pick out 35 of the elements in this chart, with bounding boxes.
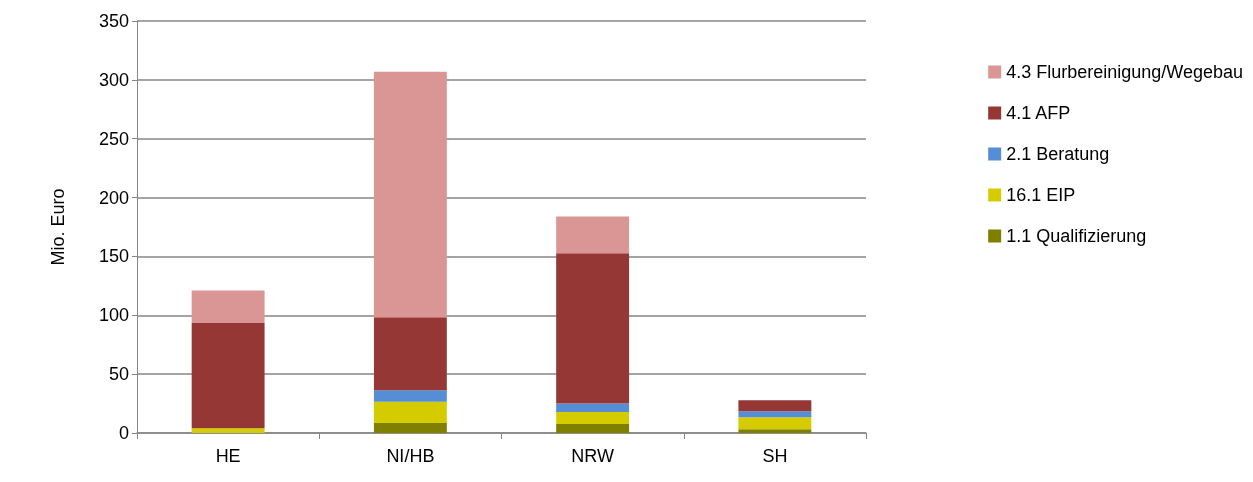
y-axis-title: Mio. Euro [48,188,68,266]
bar [556,403,630,413]
bar [191,290,265,323]
bar [373,317,447,391]
bar [738,400,812,412]
legend-label: 4.3 Flurbereinigung/Wegebau [1006,62,1244,82]
bar [738,429,812,433]
y-tick-label: 350 [98,11,129,31]
y-tick-label: 300 [98,69,129,90]
y-tick-label: 150 [98,246,129,267]
bar [373,71,447,318]
bar [738,411,812,418]
legend-label: 1.1 Qualifizierung [1006,226,1147,246]
x-tick-label: NRW [571,446,614,466]
x-tick-label: SH [762,446,788,466]
x-tick-label: HE [215,446,241,466]
y-tick-label: 250 [98,128,129,149]
bar [556,216,630,254]
legend-label: 16.1 EIP [1006,185,1076,205]
bar [556,423,630,433]
bar [191,428,265,433]
y-tick-label: 100 [98,305,129,326]
x-tick-label: NI/HB [386,446,435,466]
legend-label: 2.1 Beratung [1006,144,1110,164]
y-tick-label: 50 [108,364,129,385]
y-tick-label: 0 [118,423,129,443]
bar [373,390,447,402]
bar [556,412,630,424]
bar [738,417,812,430]
bar [373,423,447,433]
y-tick-label: 200 [98,187,129,208]
bar [373,401,447,424]
bar [556,253,630,404]
legend-label: 4.1 AFP [1006,103,1071,123]
bar [191,322,265,429]
